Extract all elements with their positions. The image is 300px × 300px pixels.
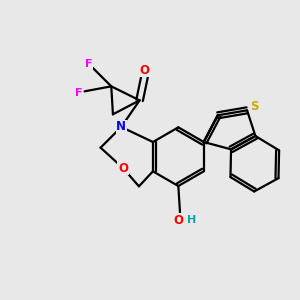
Text: O: O — [140, 64, 150, 77]
Text: F: F — [85, 59, 93, 69]
Text: H: H — [187, 215, 196, 225]
Text: O: O — [118, 161, 128, 175]
Text: F: F — [75, 88, 82, 98]
Text: S: S — [250, 100, 259, 113]
Text: N: N — [116, 121, 126, 134]
Text: O: O — [173, 214, 183, 226]
